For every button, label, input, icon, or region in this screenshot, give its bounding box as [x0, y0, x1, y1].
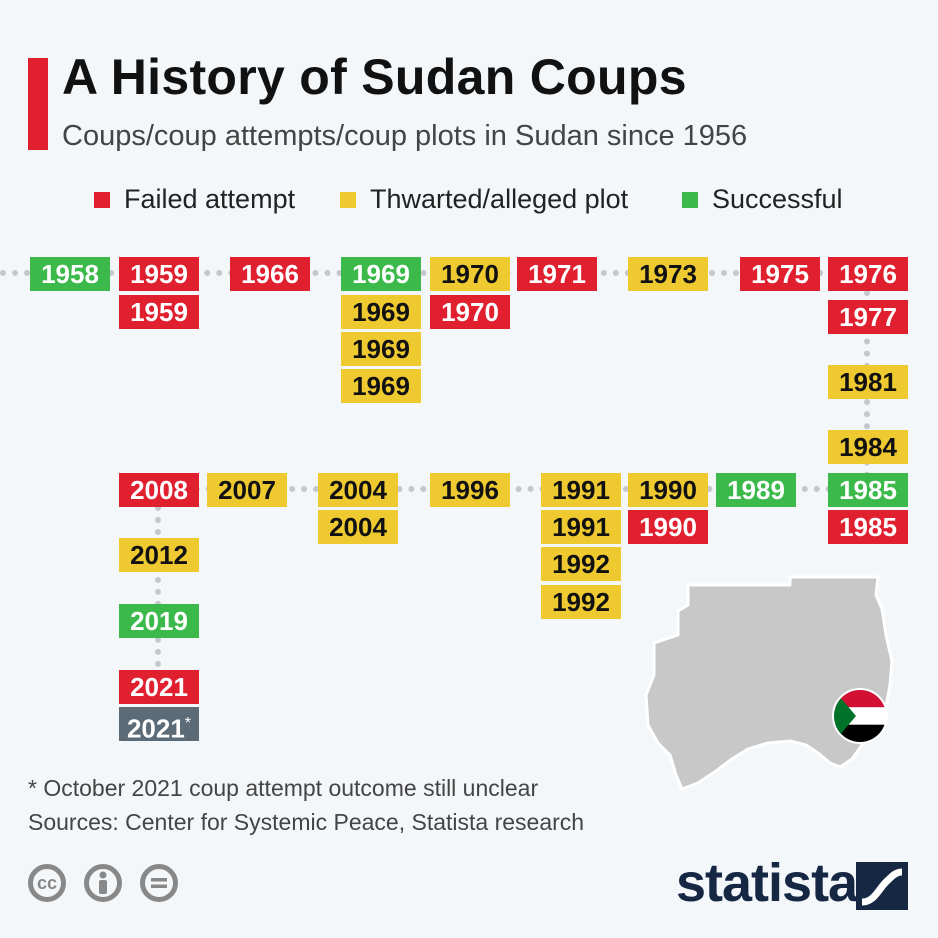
coup-box-1975: 1975 — [740, 257, 820, 291]
page-title: A History of Sudan Coups — [62, 49, 687, 105]
footnote: * October 2021 coup attempt outcome stil… — [28, 775, 539, 801]
coup-box-1984: 1984 — [828, 430, 908, 464]
statista-logo-text[interactable]: statista — [676, 853, 858, 913]
cc-icon[interactable]: cc — [28, 864, 66, 902]
coup-box-1959: 1959 — [119, 257, 199, 291]
no-derivatives-icon[interactable] — [140, 864, 178, 902]
attribution-icon[interactable] — [84, 864, 122, 902]
legend-swatch-success — [682, 191, 698, 208]
sudan-map — [640, 575, 900, 810]
title-accent-bar — [28, 58, 48, 150]
coup-box-2021-unclear: 2021* — [119, 707, 199, 744]
coup-box-2021: 2021 — [119, 670, 199, 704]
legend-label-failed: Failed attempt — [124, 184, 296, 214]
coup-box-1976: 1976 — [828, 257, 908, 291]
coup-box-2012: 2012 — [119, 538, 199, 572]
page-subtitle: Coups/coup attempts/coup plots in Sudan … — [62, 120, 748, 152]
coup-box-1992: 1992 — [541, 585, 621, 619]
coup-box-1966: 1966 — [230, 257, 310, 291]
coup-box-1969: 1969 — [341, 369, 421, 403]
coup-box-2019: 2019 — [119, 604, 199, 638]
coup-box-1985: 1985 — [828, 473, 908, 507]
legend-label-plot: Thwarted/alleged plot — [370, 184, 629, 214]
sources: Sources: Center for Systemic Peace, Stat… — [28, 809, 585, 835]
timeline-line-middle — [158, 486, 868, 492]
coup-box-1990: 1990 — [628, 510, 708, 544]
coup-box-1981: 1981 — [828, 365, 908, 399]
sudan-map-shape — [644, 575, 894, 791]
coup-box-1991: 1991 — [541, 473, 621, 507]
coup-box-2004: 2004 — [318, 510, 398, 544]
coup-box-2008: 2008 — [119, 473, 199, 507]
coup-box-2004: 2004 — [318, 473, 398, 507]
unclear-marker: * — [184, 715, 192, 732]
sudan-flag-icon — [832, 688, 888, 744]
legend: Failed attempt Thwarted/alleged plot Suc… — [0, 184, 938, 214]
coup-box-2007: 2007 — [207, 473, 287, 507]
coup-box-1970: 1970 — [430, 295, 510, 329]
coup-box-1973: 1973 — [628, 257, 708, 291]
coup-box-1992: 1992 — [541, 547, 621, 581]
legend-swatch-failed — [94, 191, 110, 208]
coup-box-1990: 1990 — [628, 473, 708, 507]
legend-swatch-plot — [340, 191, 356, 208]
statista-logo-icon — [856, 862, 908, 910]
coup-box-1969: 1969 — [341, 257, 421, 291]
coup-box-1959: 1959 — [119, 295, 199, 329]
coup-box-1985: 1985 — [828, 510, 908, 544]
coup-box-1977: 1977 — [828, 300, 908, 334]
legend-label-success: Successful — [712, 184, 843, 214]
coup-box-1991: 1991 — [541, 510, 621, 544]
coup-box-1970: 1970 — [430, 257, 510, 291]
coup-box-1989: 1989 — [716, 473, 796, 507]
coup-box-1971: 1971 — [517, 257, 597, 291]
coup-box-1958: 1958 — [30, 257, 110, 291]
legend-item-failed: Failed attempt — [94, 184, 295, 215]
legend-item-plot: Thwarted/alleged plot — [340, 184, 628, 215]
legend-item-success: Successful — [682, 184, 843, 215]
coup-box-1969: 1969 — [341, 332, 421, 366]
coup-box-1996: 1996 — [430, 473, 510, 507]
coup-box-1969: 1969 — [341, 295, 421, 329]
